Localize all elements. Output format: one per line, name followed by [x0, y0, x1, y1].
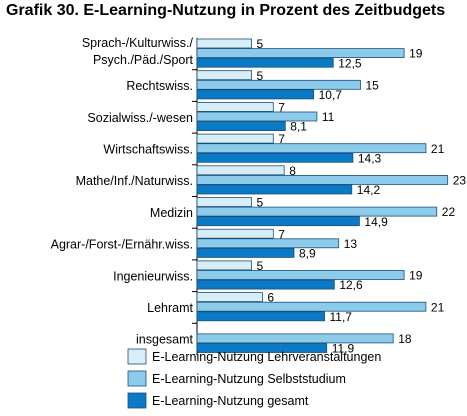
category-label: Psych./Päd./Sport — [93, 53, 194, 67]
category-label: Agrar-/Forst-/Ernähr.wiss. — [51, 238, 193, 252]
category-label: Wirtschaftswiss. — [103, 142, 193, 156]
category-label: Lehramt — [147, 301, 193, 315]
data-label: 15 — [366, 78, 380, 92]
bar — [196, 184, 353, 195]
data-label: 18 — [398, 332, 412, 346]
bar — [196, 197, 252, 207]
data-label: 14,3 — [358, 151, 382, 165]
bar — [196, 228, 274, 239]
chart-title: Grafik 30. E-Learning-Nutzung in Prozent… — [6, 2, 446, 19]
data-label: 10,7 — [319, 88, 343, 102]
bar — [196, 206, 438, 217]
bar — [196, 174, 449, 185]
category-label: Medizin — [150, 206, 193, 220]
data-label: 5 — [257, 69, 264, 83]
bar — [196, 70, 252, 81]
bar — [196, 279, 335, 290]
bar — [196, 292, 263, 303]
bar — [196, 311, 325, 322]
category-label: Sozialwiss./-wesen — [87, 111, 193, 125]
bar — [196, 133, 274, 144]
bar — [196, 102, 274, 112]
category-label: Ingenieurwiss. — [113, 269, 193, 283]
bar — [196, 238, 340, 249]
data-label: 19 — [409, 47, 423, 61]
bar — [196, 38, 252, 49]
data-label: 14,9 — [364, 215, 388, 229]
data-label: 7 — [278, 132, 285, 146]
data-label: 5 — [257, 37, 264, 51]
data-label: 8,1 — [290, 120, 307, 134]
legend-label: E-Learning-Nutzung Selbststudium — [152, 372, 346, 386]
data-label: 19 — [409, 269, 423, 283]
data-label: 14,2 — [357, 183, 381, 197]
category-label: Sprach-/Kulturwiss./ — [82, 36, 194, 50]
data-label: 5 — [257, 196, 264, 210]
data-label: 13 — [344, 237, 358, 251]
data-label: 23 — [453, 174, 467, 188]
data-label: 21 — [431, 142, 445, 156]
bar — [196, 111, 318, 122]
legend-swatch — [127, 348, 147, 365]
legend-label: E-Learning-Nutzung gesamt — [152, 394, 309, 408]
bar — [196, 301, 427, 312]
data-label: 11 — [322, 110, 335, 124]
data-label: 11,7 — [330, 310, 353, 324]
legend-swatch — [127, 370, 147, 387]
data-label: 12,5 — [338, 56, 362, 70]
bar — [196, 333, 394, 344]
legend-swatch — [127, 392, 147, 409]
bar — [196, 152, 354, 163]
data-label: 22 — [442, 205, 456, 219]
bar — [196, 79, 361, 90]
data-label: 8 — [289, 164, 296, 178]
bar — [196, 143, 427, 154]
bar — [196, 48, 405, 58]
bar — [196, 343, 328, 353]
bar — [196, 121, 286, 131]
legend-label: E-Learning-Nutzung Lehrveranstaltungen — [152, 350, 381, 364]
data-label: 11,9 — [332, 342, 355, 356]
data-label: 21 — [431, 300, 445, 314]
bar — [196, 57, 334, 68]
category-label: Rechtswiss. — [126, 79, 193, 93]
data-label: 7 — [278, 227, 285, 241]
data-label: 5 — [257, 259, 264, 273]
bar — [196, 89, 315, 100]
bar — [196, 165, 285, 176]
category-label: Mathe/Inf./Naturwiss. — [76, 174, 193, 188]
data-label: 8,9 — [299, 247, 316, 261]
bar — [196, 270, 405, 280]
bar — [196, 247, 295, 258]
category-label: insgesamt — [136, 333, 193, 347]
bar — [196, 216, 360, 227]
data-label: 12,6 — [339, 278, 363, 292]
data-label: 7 — [278, 101, 285, 115]
data-label: 6 — [267, 291, 274, 305]
bar — [196, 260, 252, 271]
